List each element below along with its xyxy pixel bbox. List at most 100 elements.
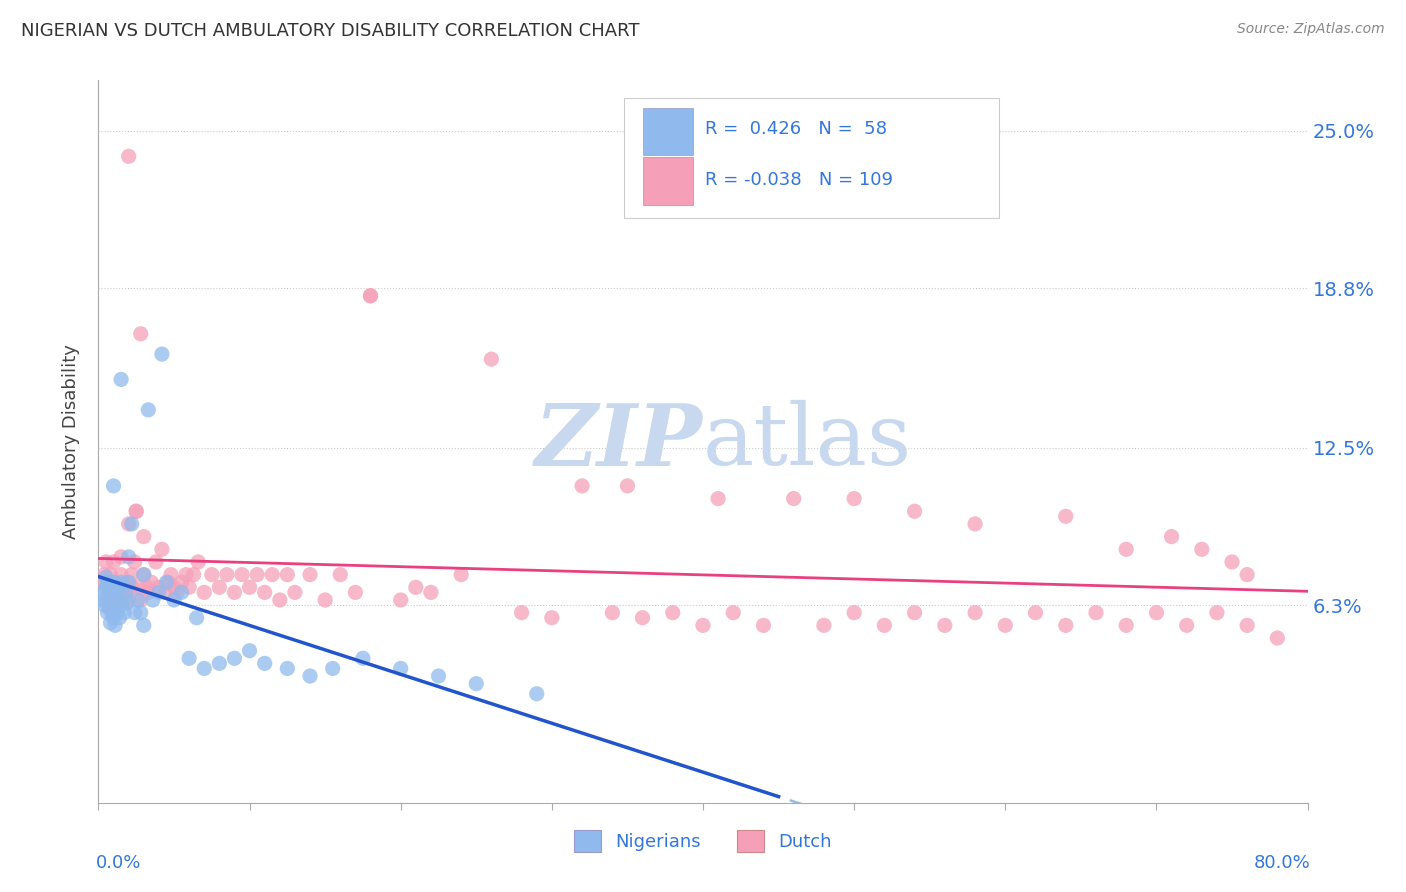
Point	[1175, 618, 1198, 632]
FancyBboxPatch shape	[624, 98, 1000, 218]
Point	[110, 372, 132, 386]
Point	[121, 580, 143, 594]
Point	[129, 606, 152, 620]
Point	[208, 580, 231, 594]
Point	[115, 595, 138, 609]
Point	[104, 618, 127, 632]
Point	[114, 585, 136, 599]
Point	[1144, 606, 1167, 620]
Point	[661, 606, 683, 620]
Point	[135, 580, 157, 594]
Point	[389, 593, 412, 607]
Point	[125, 504, 148, 518]
Point	[193, 661, 215, 675]
Point	[201, 567, 224, 582]
Point	[108, 611, 131, 625]
Point	[111, 593, 134, 607]
Point	[1191, 542, 1213, 557]
Point	[127, 580, 149, 594]
Point	[110, 549, 132, 564]
Text: R =  0.426   N =  58: R = 0.426 N = 58	[706, 120, 887, 138]
Point	[193, 585, 215, 599]
Point	[813, 618, 835, 632]
Point	[873, 618, 896, 632]
Point	[934, 618, 956, 632]
Point	[246, 567, 269, 582]
Point	[98, 593, 121, 607]
Text: 80.0%: 80.0%	[1254, 854, 1310, 871]
Point	[965, 516, 987, 531]
Point	[389, 661, 412, 675]
Point	[1236, 618, 1258, 632]
Point	[107, 580, 129, 594]
Point	[132, 530, 155, 544]
Point	[124, 606, 146, 620]
Point	[160, 567, 183, 582]
Point	[142, 593, 165, 607]
Text: atlas: atlas	[703, 400, 912, 483]
Point	[427, 669, 450, 683]
Point	[141, 575, 163, 590]
Point	[115, 575, 138, 590]
Point	[96, 575, 118, 590]
Point	[105, 593, 128, 607]
Point	[94, 570, 117, 584]
Point	[114, 585, 136, 599]
Point	[129, 593, 152, 607]
Point	[145, 555, 167, 569]
Point	[1160, 530, 1182, 544]
Point	[136, 402, 159, 417]
Point	[844, 606, 866, 620]
Point	[101, 580, 124, 594]
Point	[100, 567, 122, 582]
Point	[344, 585, 367, 599]
Point	[1206, 606, 1229, 620]
Point	[329, 567, 352, 582]
Point	[352, 651, 374, 665]
Point	[148, 585, 170, 599]
Text: 0.0%: 0.0%	[96, 854, 141, 871]
Point	[1220, 555, 1243, 569]
Point	[132, 618, 155, 632]
Point	[108, 585, 131, 599]
Point	[215, 567, 238, 582]
Point	[148, 580, 170, 594]
Point	[125, 504, 148, 518]
Point	[105, 585, 128, 599]
Point	[239, 580, 262, 594]
Text: ZIP: ZIP	[536, 400, 703, 483]
Point	[360, 289, 382, 303]
Point	[153, 585, 176, 599]
Point	[276, 661, 298, 675]
Point	[163, 593, 186, 607]
Point	[150, 347, 173, 361]
Point	[156, 575, 179, 590]
Point	[1115, 618, 1137, 632]
Point	[208, 657, 231, 671]
Point	[124, 555, 146, 569]
Point	[121, 516, 143, 531]
Point	[186, 611, 208, 625]
Point	[90, 593, 112, 607]
Point	[183, 567, 205, 582]
Point	[100, 580, 122, 594]
Point	[118, 516, 141, 531]
Point	[112, 580, 135, 594]
Point	[105, 606, 128, 620]
Point	[360, 289, 382, 303]
Point	[1236, 567, 1258, 582]
Point	[91, 575, 114, 590]
Point	[187, 555, 209, 569]
Point	[231, 567, 253, 582]
Point	[104, 575, 127, 590]
Point	[96, 580, 118, 594]
Point	[631, 611, 654, 625]
Point	[94, 580, 117, 594]
Point	[1024, 606, 1046, 620]
Point	[465, 676, 488, 690]
Point	[224, 651, 246, 665]
Point	[420, 585, 443, 599]
Point	[129, 326, 152, 341]
Point	[155, 575, 177, 590]
Point	[136, 585, 159, 599]
